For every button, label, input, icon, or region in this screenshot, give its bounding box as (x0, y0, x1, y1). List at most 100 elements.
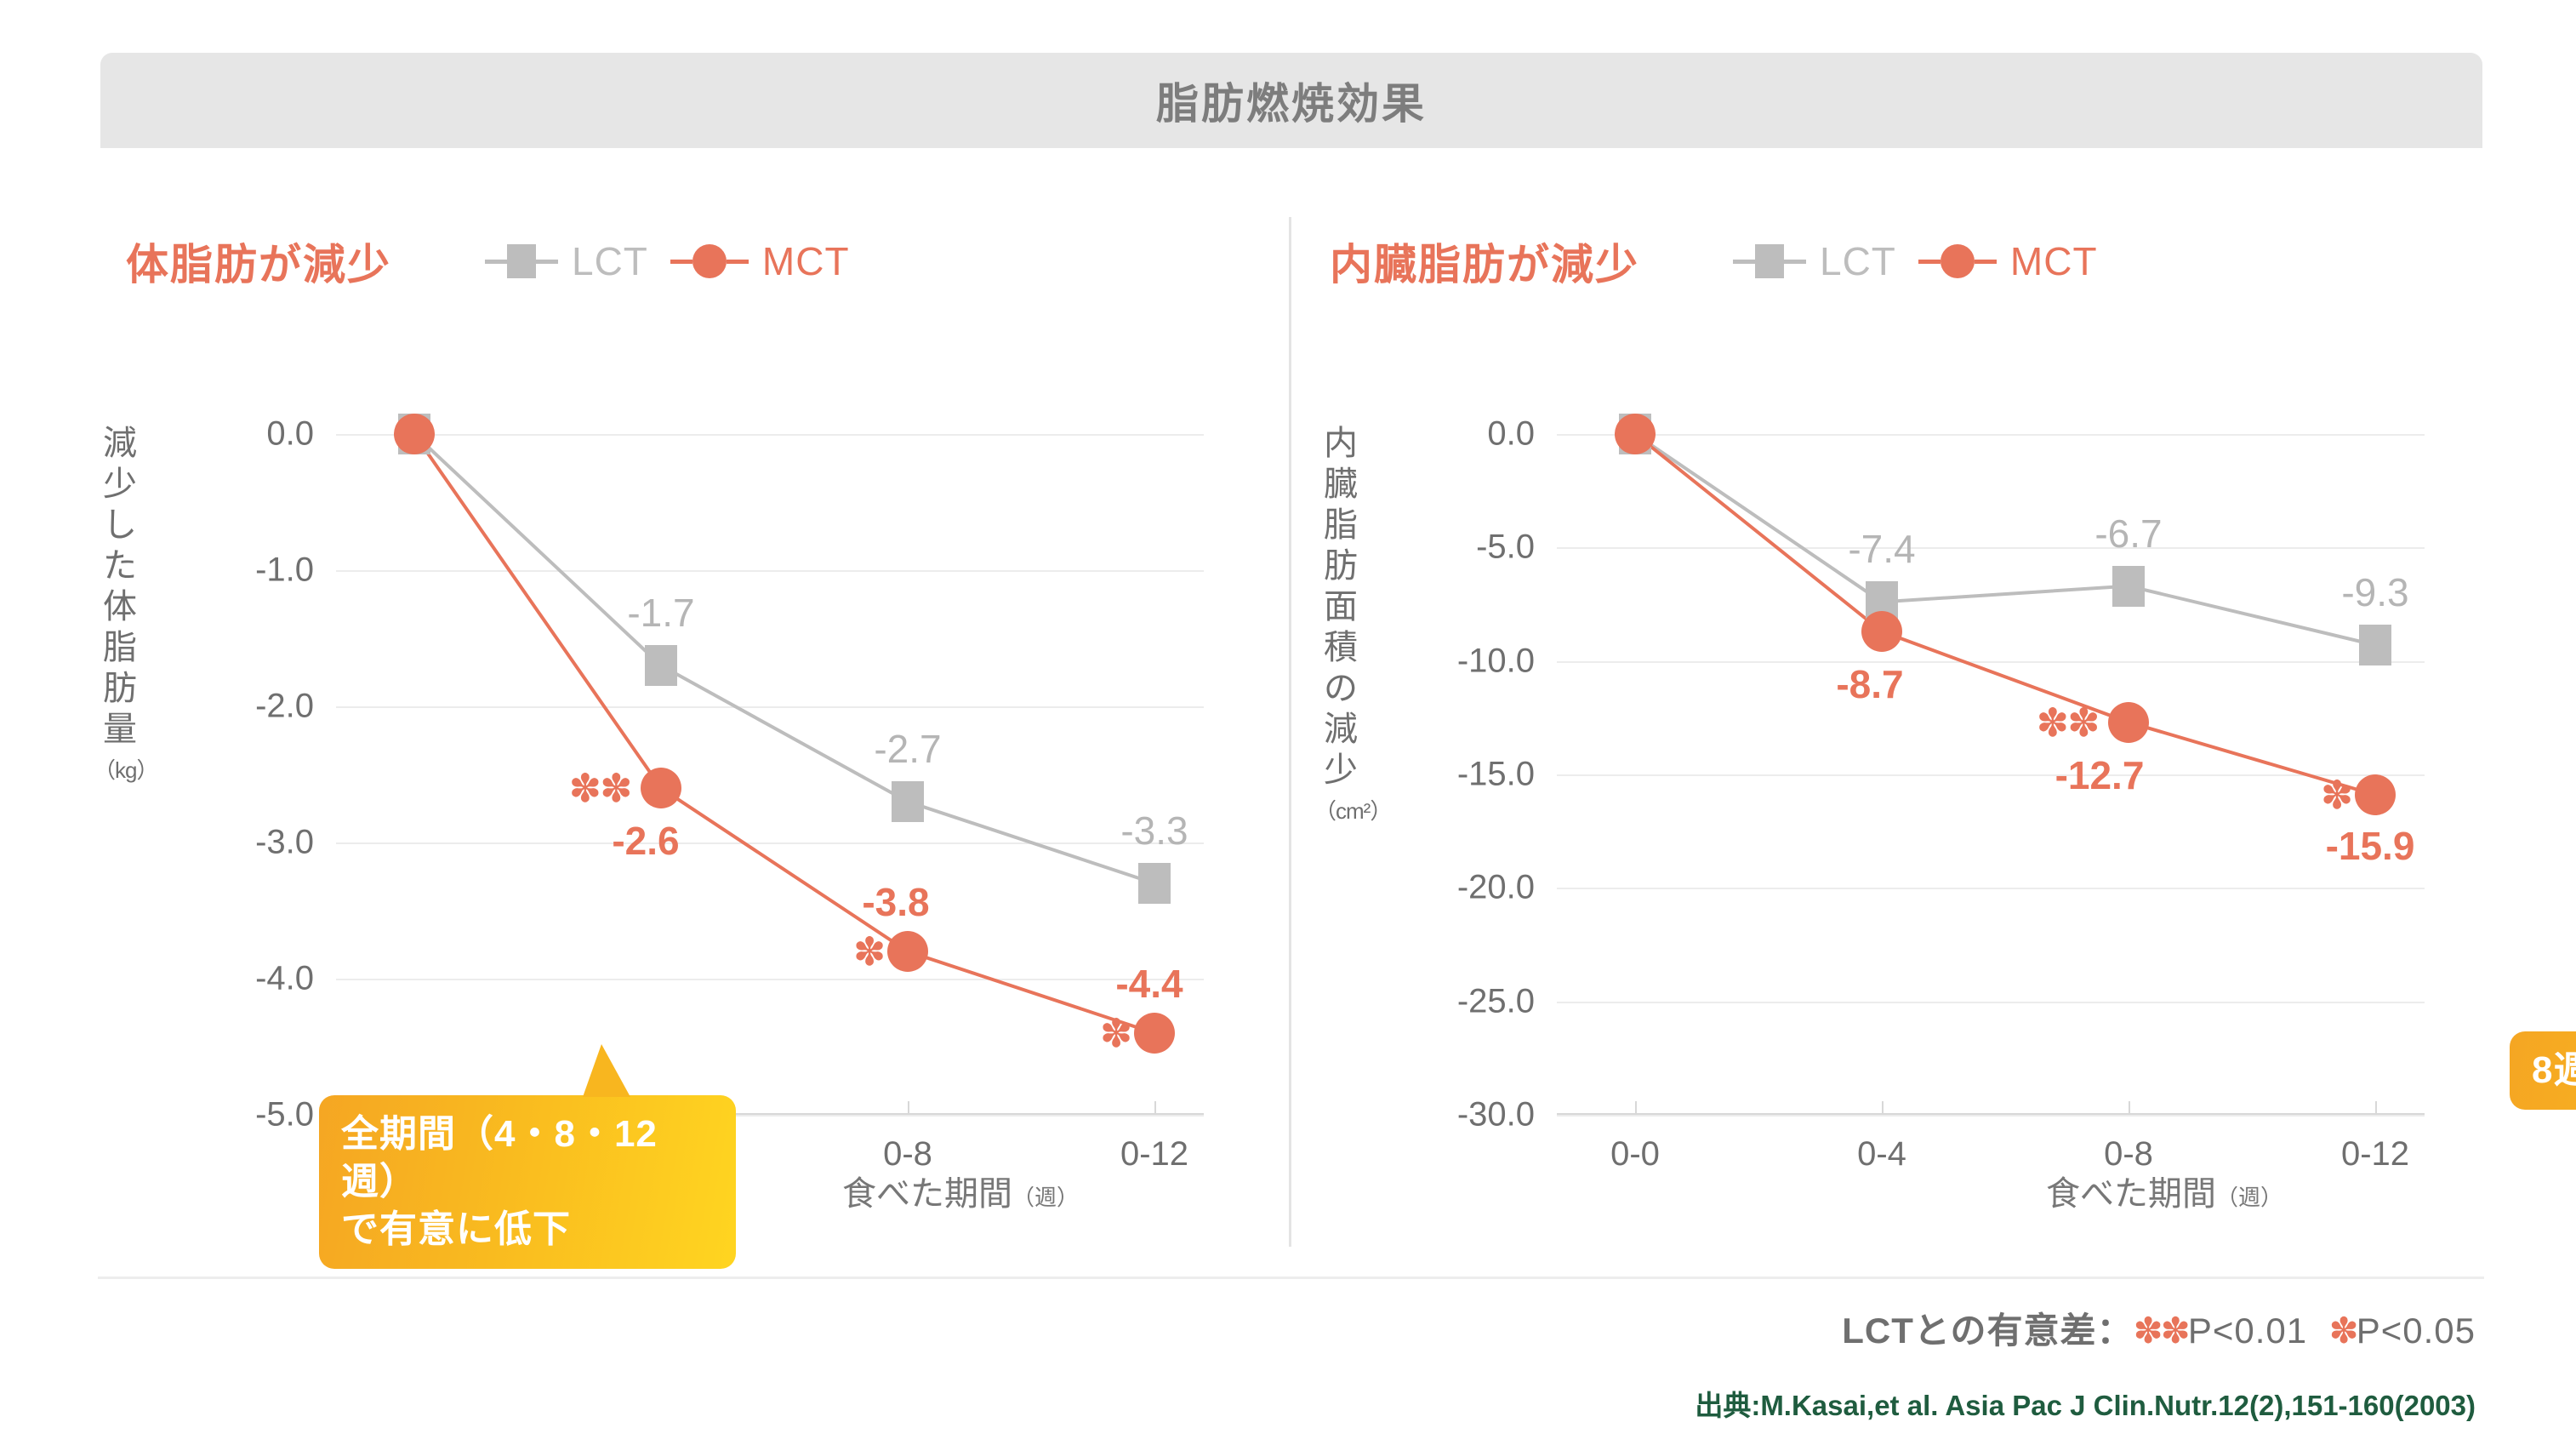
legend-line-mct-icon (1918, 259, 1941, 264)
data-point-label: -1.7 (627, 591, 695, 635)
gridline (336, 570, 1204, 572)
x-axis-tick-mark (2129, 1101, 2130, 1115)
series-line-mct (413, 432, 1155, 1035)
x-axis-tick-label: 0-0 (1610, 1135, 1660, 1173)
callout-line-1: 8週目から有意に低下 (2532, 1049, 2576, 1091)
footer-divider (98, 1277, 2484, 1279)
legend-item-mct[interactable]: MCT (1918, 238, 2098, 284)
data-point-marker-lct[interactable] (2359, 625, 2391, 665)
data-point-marker-mct[interactable] (2108, 701, 2149, 743)
legend-label-mct: MCT (2009, 239, 2098, 283)
data-point-marker-lct[interactable] (2112, 565, 2145, 607)
y-axis-tick-label: -5.0 (255, 1095, 314, 1134)
data-point-label: -15.9 (2325, 824, 2415, 868)
x-axis-tick-mark (1154, 1101, 1156, 1115)
series-lines (413, 432, 1155, 1035)
annotation-callout: 全期間（4・8・12週） で有意に低下 (319, 1044, 736, 1269)
y-axis-title-text: 内臓脂肪面積の減少 (1324, 425, 1358, 789)
legend-label-lct: LCT (1820, 239, 1896, 283)
y-axis-title-text: 減少した体脂肪量 (103, 425, 137, 748)
y-axis-tick-label: -10.0 (1456, 642, 1535, 680)
data-point-marker-mct[interactable] (1861, 611, 1902, 652)
y-axis-tick-label: -25.0 (1456, 982, 1535, 1020)
data-point-label: -2.6 (612, 819, 680, 863)
data-point-marker-mct[interactable] (641, 768, 681, 808)
x-axis-tick-mark (2375, 1101, 2377, 1115)
significance-marker-icon: ✽ (2320, 773, 2354, 817)
legend-circle-marker-icon (692, 244, 727, 278)
gridline (1557, 547, 2425, 550)
callout-line-2: で有意に低下 (341, 1208, 571, 1250)
x-axis-title-text: 食べた期間 (842, 1175, 1012, 1213)
gridline (1557, 434, 2425, 436)
legend-square-marker-icon (1755, 244, 1784, 278)
panel-header: 体脂肪が減少 LCT MCT (94, 214, 1285, 308)
data-point-marker-lct[interactable] (1138, 863, 1171, 904)
plot-area: 0.0 -5.0 -10.0 -15.0 -20.0 -25.0 -30.0 0-0 0-4 0-… (1457, 414, 2425, 1173)
gridline (1557, 1001, 2425, 1003)
x-axis-title: 食べた期間（週） (2046, 1166, 2282, 1215)
data-point-marker-mct[interactable] (394, 414, 435, 454)
y-axis-tick-label: -3.0 (255, 823, 314, 861)
series-line-mct (1633, 432, 2376, 797)
series-line-lct (413, 432, 1155, 885)
significance-marker-icon: ✽✽ (568, 766, 632, 810)
significance-star-p05-icon: ✽ (2328, 1311, 2359, 1351)
gridline (336, 1115, 1204, 1117)
x-axis-title-text: 食べた期間 (2046, 1175, 2216, 1213)
data-point-label: -3.8 (862, 880, 930, 924)
chart-panel-body-fat: 体脂肪が減少 LCT MCT 減少した体脂肪量 （kg） 0.0 -1.0 -2.0… (94, 214, 1285, 1269)
panel-header: 内臓脂肪が減少 LCT MCT (1314, 214, 2505, 308)
gridline (1557, 774, 2425, 776)
panel-title: 体脂肪が減少 (126, 241, 391, 288)
significance-marker-icon: ✽ (1099, 1011, 1133, 1055)
page-title: 脂肪燃焼効果 (1156, 80, 1427, 128)
plot-area: 0.0-1.0-2.0-3.0-4.0-5.00-00-40-80-12-1.7… (255, 414, 1204, 1173)
series-lines (1633, 432, 2376, 797)
data-point-marker-mct[interactable] (1615, 414, 1656, 454)
gridline (336, 979, 1204, 980)
panel-divider (1289, 217, 1291, 1247)
data-point-label: -7.4 (1848, 527, 1916, 572)
y-axis-tick-label: -30.0 (1456, 1095, 1535, 1134)
x-axis-tick-label: 0-12 (2340, 1135, 2410, 1173)
gridline (1557, 660, 2425, 663)
significance-star-p01-icon: ✽✽ (2133, 1311, 2190, 1351)
legend-circle-marker-icon (1940, 244, 1975, 278)
legend-item-mct[interactable]: MCT (670, 238, 850, 284)
y-axis-unit: （cm²） (1314, 798, 1392, 824)
data-point-marker-mct[interactable] (887, 931, 928, 972)
data-point-marker-mct[interactable] (1134, 1013, 1175, 1054)
x-axis-tick-label: 0-4 (1857, 1135, 1906, 1173)
y-axis-tick-label: 0.0 (1487, 414, 1535, 453)
callout-line-1: 全期間（4・8・12週） (341, 1113, 658, 1202)
data-point-label: -2.7 (874, 727, 942, 771)
data-point-marker-mct[interactable] (2355, 774, 2396, 815)
legend-line-lct-icon (485, 259, 507, 264)
gridline (1557, 1115, 2425, 1117)
legend-line-mct-icon (670, 259, 692, 264)
chart-panel-visceral-fat: 内臓脂肪が減少 LCT MCT 内臓脂肪面積の減少 （cm²） 0.0 -5.0 -… (1314, 214, 2576, 1244)
series-line-lct (1633, 432, 2376, 647)
y-axis-title: 内臓脂肪面積の減少 （cm²） (1314, 423, 1392, 831)
significance-marker-icon: ✽ (852, 929, 886, 974)
data-point-label: -9.3 (2341, 570, 2409, 614)
annotation-callout: 8週目から有意に低下 (2510, 1031, 2576, 1110)
y-axis-tick-label: -15.0 (1456, 755, 1535, 793)
data-point-label: -8.7 (1836, 662, 1904, 706)
significance-p01: P<0.01 (2187, 1311, 2308, 1351)
y-axis-tick-label: -4.0 (255, 959, 314, 997)
legend-item-lct[interactable]: LCT (1733, 238, 1896, 284)
x-axis-tick-mark (1635, 1101, 1637, 1115)
panel-title: 内臓脂肪が減少 (1330, 241, 1639, 288)
data-point-label: -3.3 (1120, 808, 1188, 853)
legend-item-lct[interactable]: LCT (485, 238, 648, 284)
x-axis-tick-label: 0-12 (1120, 1135, 1189, 1173)
legend-label-lct: LCT (572, 239, 648, 283)
y-axis-tick-label: -5.0 (1476, 528, 1535, 566)
significance-marker-icon: ✽✽ (2036, 700, 2100, 745)
data-point-marker-lct[interactable] (892, 781, 924, 822)
data-point-marker-lct[interactable] (645, 645, 677, 686)
x-axis-tick-label: 0-8 (2104, 1135, 2153, 1173)
gridline (336, 706, 1204, 708)
